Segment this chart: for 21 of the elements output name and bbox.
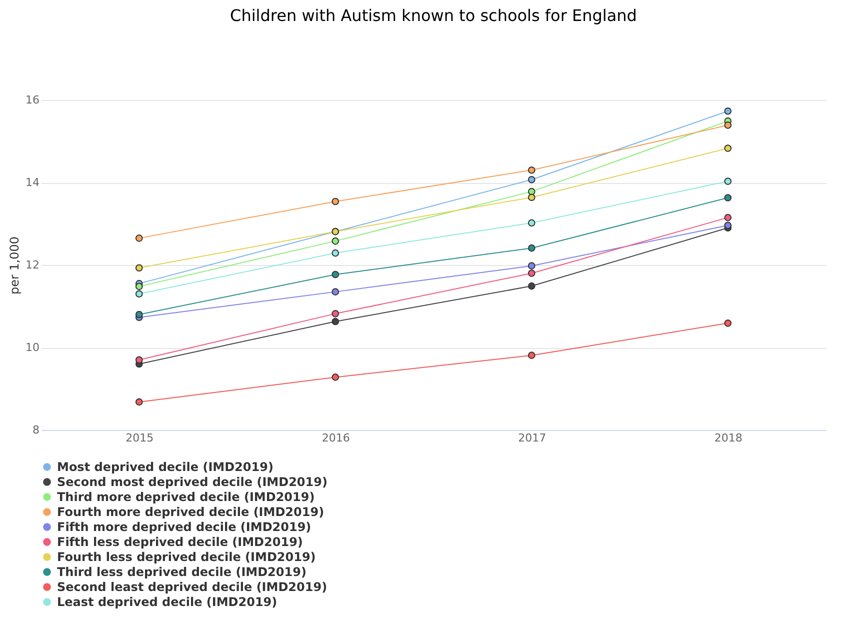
legend-label: Least deprived decile (IMD2019): [57, 595, 278, 609]
legend-label: Fourth more deprived decile (IMD2019): [57, 505, 324, 519]
legend-label: Second most deprived decile (IMD2019): [57, 475, 328, 489]
legend-label: Fifth less deprived decile (IMD2019): [57, 535, 303, 549]
x-tick-label: 2016: [322, 432, 350, 444]
y-axis-title: per 1,000: [8, 236, 22, 295]
y-tick-label: 14: [26, 176, 40, 189]
legend-label: Third more deprived decile (IMD2019): [57, 490, 315, 504]
legend-label: Fifth more deprived decile (IMD2019): [57, 520, 312, 534]
legend-label: Fourth less deprived decile (IMD2019): [57, 550, 316, 564]
y-tick-label: 8: [32, 424, 40, 436]
legend-label: Most deprived decile (IMD2019): [57, 460, 274, 474]
y-tick-label: 16: [26, 94, 40, 106]
y-tick-label: 12: [26, 258, 40, 272]
legend-label: Second least deprived decile (IMD2019): [57, 580, 328, 594]
y-tick-label: 10: [26, 341, 40, 354]
x-tick-label: 2018: [714, 432, 742, 444]
x-tick-label: 2015: [126, 432, 154, 444]
chart-title: Children with Autism known to schools for England: [230, 6, 637, 25]
x-tick-label: 2017: [518, 432, 546, 444]
legend-label: Third less deprived decile (IMD2019): [57, 565, 306, 579]
